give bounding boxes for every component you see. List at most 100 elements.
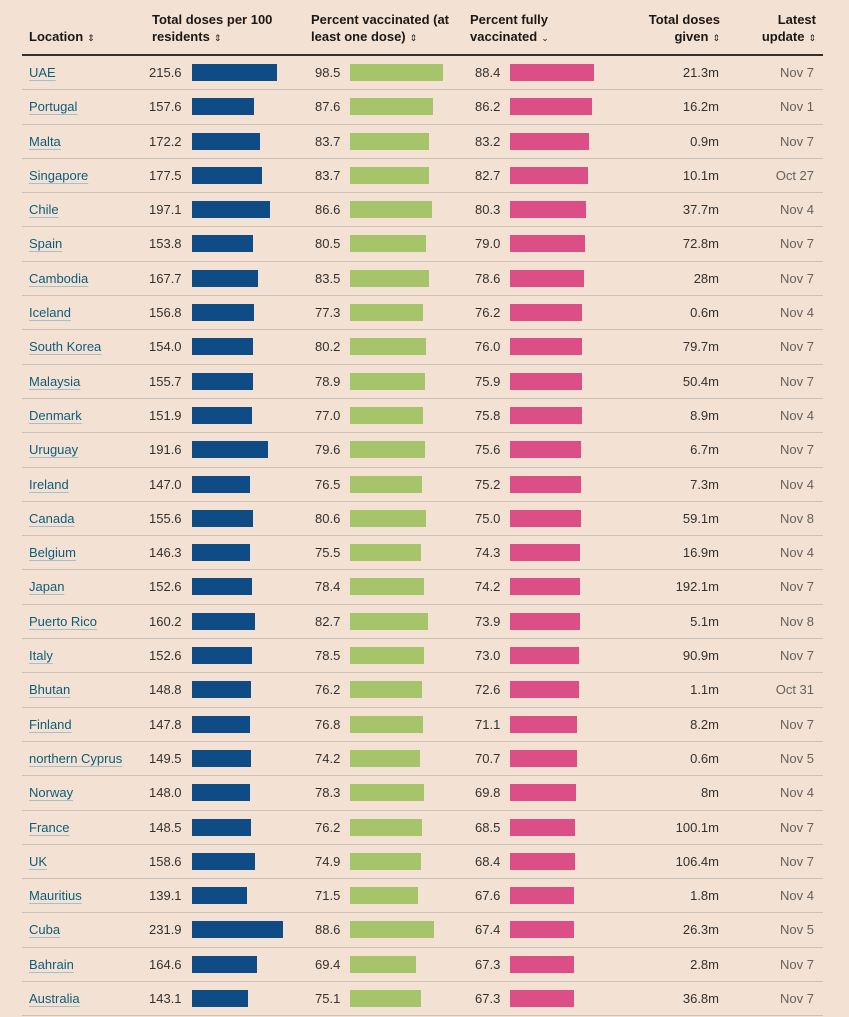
latest-update-value: Nov 7: [780, 716, 814, 732]
location-link[interactable]: Portugal: [29, 99, 78, 115]
location-link[interactable]: Puerto Rico: [29, 613, 97, 629]
location-link[interactable]: Malta: [29, 133, 61, 149]
location-link[interactable]: Norway: [29, 785, 74, 801]
sort-updown-icon[interactable]: ⇕: [409, 33, 418, 43]
location-link[interactable]: Mauritius: [29, 888, 82, 904]
location-link[interactable]: UAE: [29, 65, 56, 80]
doses-per-100-bar: [192, 784, 251, 802]
location-link[interactable]: Bhutan: [29, 682, 71, 698]
percent-fully-value: 67.3: [475, 991, 501, 1007]
percent-fully-value: 75.0: [475, 510, 501, 526]
latest-update-value: Nov 8: [780, 613, 814, 629]
percent-one-dose-value: 69.4: [315, 956, 341, 972]
doses-per-100-value: 155.7: [149, 373, 182, 389]
percent-fully-value: 79.0: [475, 236, 501, 252]
location-link[interactable]: Finland: [29, 716, 72, 732]
location-link[interactable]: Canada: [29, 510, 75, 526]
location-link[interactable]: Ireland: [29, 476, 69, 492]
latest-update-value: Nov 4: [780, 305, 814, 321]
total-doses-value: 16.9m: [682, 545, 719, 561]
doses-per-100-bar: [192, 818, 251, 836]
percent-one-dose-value: 79.6: [315, 442, 341, 458]
latest-update-value: Nov 7: [780, 442, 814, 458]
column-header-doses-per-100[interactable]: Total doses per 100 residents ⇕: [152, 12, 273, 44]
percent-fully-value: 75.8: [475, 407, 501, 423]
column-header-percent-one-dose[interactable]: Percent vaccinated (at least one dose) ⇕: [311, 12, 450, 44]
total-doses-value: 59.1m: [682, 510, 719, 526]
table-row: UAE 215.6 98.5 88.4 21.3m Nov 7: [22, 56, 823, 91]
percent-fully-value: 76.0: [475, 339, 501, 355]
total-doses-value: 90.9m: [682, 648, 719, 664]
location-link[interactable]: northern Cyprus: [29, 750, 123, 766]
percent-fully-bar: [510, 955, 574, 973]
percent-one-dose-value: 80.6: [315, 510, 341, 526]
latest-update-value: Nov 5: [780, 750, 814, 766]
location-link[interactable]: Malaysia: [29, 373, 81, 389]
percent-fully-value: 67.6: [475, 888, 501, 904]
percent-one-dose-value: 80.5: [315, 236, 341, 252]
percent-one-dose-bar: [350, 818, 422, 836]
total-doses-value: 0.6m: [690, 750, 719, 766]
doses-per-100-value: 139.1: [149, 888, 182, 904]
location-link[interactable]: Uruguay: [29, 442, 79, 458]
location-link[interactable]: UK: [29, 853, 48, 869]
location-link[interactable]: Cuba: [29, 922, 61, 938]
location-link[interactable]: Chile: [29, 202, 59, 218]
latest-update-value: Nov 7: [780, 991, 814, 1007]
table-row: Mauritius 139.1 71.5 67.6 1.8m Nov 4: [22, 879, 823, 914]
latest-update-value: Nov 7: [780, 133, 814, 149]
total-doses-value: 192.1m: [675, 579, 719, 595]
column-header-total-doses[interactable]: Total doses given ⇕: [648, 12, 720, 44]
percent-fully-value: 75.2: [475, 476, 501, 492]
table-row: Malaysia 155.7 78.9 75.9 50.4m Nov 7: [22, 365, 823, 399]
table-row: Denmark 151.9 77.0 75.8 8.9m Nov 4: [22, 399, 823, 434]
column-header-location[interactable]: Location ⇕: [29, 29, 95, 44]
location-link[interactable]: South Korea: [29, 339, 102, 355]
doses-per-100-bar: [192, 304, 254, 322]
location-link[interactable]: Denmark: [29, 407, 82, 423]
column-header-latest-update[interactable]: Latest update ⇕: [761, 12, 816, 44]
doses-per-100-bar: [192, 235, 253, 253]
percent-fully-bar: [510, 64, 594, 81]
sort-updown-icon[interactable]: ⇕: [712, 33, 720, 43]
table-row: Cuba 231.9 88.6 67.4 26.3m Nov 5: [22, 913, 823, 948]
percent-fully-bar: [510, 304, 582, 322]
chevron-down-icon[interactable]: ⌄: [541, 33, 549, 43]
location-link[interactable]: Cambodia: [29, 270, 89, 286]
sort-updown-icon[interactable]: ⇕: [808, 33, 816, 43]
table-row: Canada 155.6 80.6 75.0 59.1m Nov 8: [22, 502, 823, 537]
percent-fully-value: 75.6: [475, 442, 501, 458]
column-header-percent-fully[interactable]: Percent fully vaccinated ⌄: [470, 12, 549, 44]
location-link[interactable]: Italy: [29, 648, 53, 664]
percent-fully-bar: [510, 441, 582, 459]
percent-one-dose-value: 78.3: [315, 785, 341, 801]
location-link[interactable]: Singapore: [29, 167, 89, 183]
location-link[interactable]: Belgium: [29, 545, 76, 561]
percent-one-dose-value: 76.2: [315, 819, 341, 835]
location-link[interactable]: Japan: [29, 579, 65, 595]
location-link[interactable]: France: [29, 819, 70, 835]
percent-one-dose-bar: [350, 98, 433, 116]
doses-per-100-bar: [192, 372, 254, 390]
sort-updown-icon[interactable]: ⇕: [213, 33, 222, 43]
doses-per-100-value: 167.7: [149, 270, 182, 286]
percent-one-dose-value: 76.5: [315, 476, 341, 492]
percent-fully-bar: [510, 406, 582, 424]
table-row: Iceland 156.8 77.3 76.2 0.6m Nov 4: [22, 296, 823, 331]
sort-updown-icon[interactable]: ⇕: [87, 33, 95, 43]
percent-one-dose-value: 71.5: [315, 888, 341, 904]
percent-fully-bar: [510, 647, 579, 665]
doses-per-100-bar: [192, 852, 255, 870]
percent-fully-value: 67.3: [475, 956, 501, 972]
doses-per-100-value: 143.1: [149, 991, 182, 1007]
percent-one-dose-bar: [350, 921, 434, 939]
location-link[interactable]: Spain: [29, 236, 63, 252]
location-link[interactable]: Australia: [29, 991, 80, 1007]
location-link[interactable]: Iceland: [29, 305, 71, 321]
percent-fully-value: 73.9: [475, 613, 501, 629]
latest-update-value: Nov 7: [780, 339, 814, 355]
percent-one-dose-bar: [350, 372, 425, 390]
percent-fully-value: 76.2: [475, 305, 501, 321]
percent-one-dose-bar: [350, 269, 429, 287]
location-link[interactable]: Bahrain: [29, 956, 74, 972]
